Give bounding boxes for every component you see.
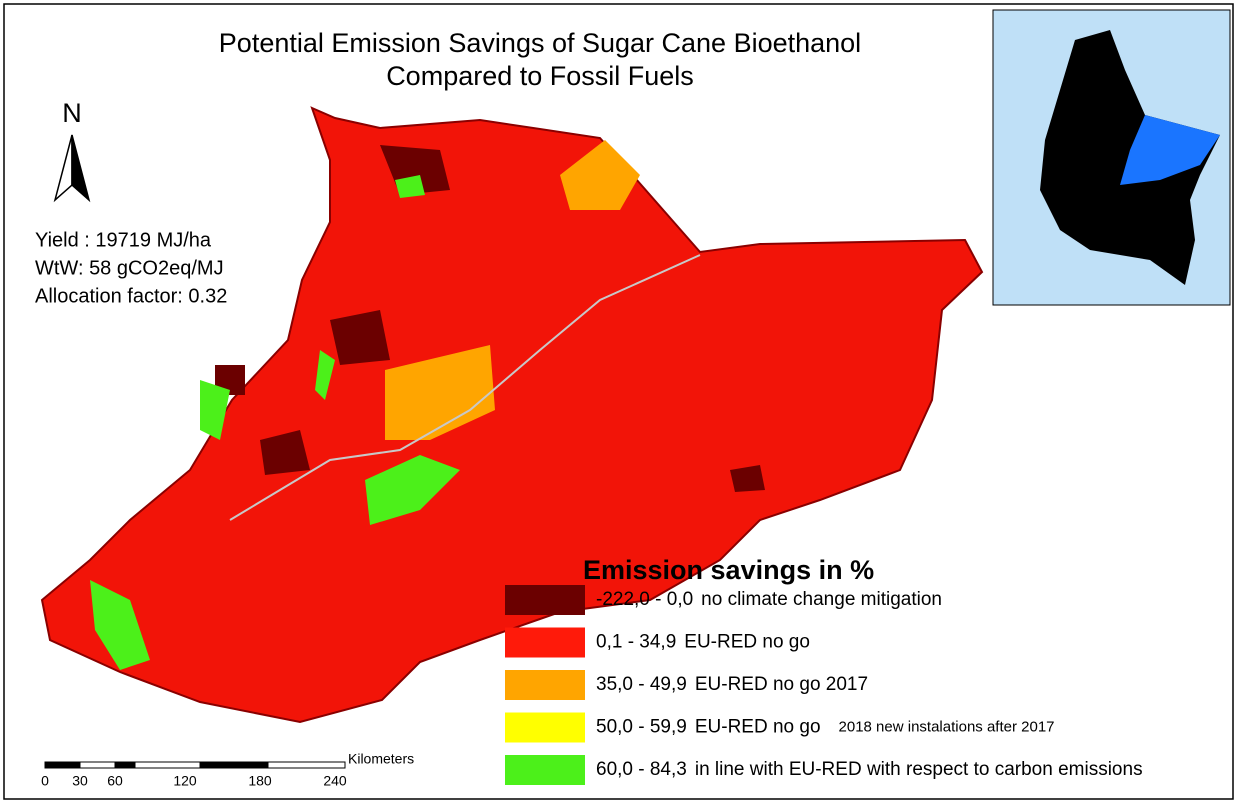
- legend-swatch: [505, 713, 585, 743]
- title-line: Potential Emission Savings of Sugar Cane…: [219, 28, 861, 58]
- legend-text: 60,0 - 84,3 in line with EU-RED with resp…: [596, 759, 1143, 780]
- scale-label: 120: [173, 773, 197, 789]
- legend-swatch: [505, 755, 585, 785]
- scale-segment: [115, 762, 135, 768]
- legend-text: 35,0 - 49,9 EU-RED no go 2017: [596, 674, 868, 695]
- legend-range: 0,1 - 34,9: [596, 632, 676, 653]
- legend-range: 50,0 - 59,9: [596, 717, 687, 738]
- legend-range: -222,0 - 0,0: [596, 589, 693, 610]
- scale-segment: [45, 762, 80, 768]
- legend-text: -222,0 - 0,0 no climate change mitigation: [596, 589, 942, 610]
- scale-segment: [135, 762, 200, 768]
- scale-segment: [200, 762, 268, 768]
- legend-swatch: [505, 585, 585, 615]
- scale-label: 180: [248, 773, 272, 789]
- legend-label: EU-RED no go: [695, 717, 821, 738]
- info-text: Allocation factor: 0.32: [35, 285, 227, 307]
- legend-label: EU-RED no go: [684, 632, 810, 653]
- legend-label: EU-RED no go 2017: [695, 674, 868, 695]
- scale-segment: [268, 762, 345, 768]
- legend-text: 0,1 - 34,9 EU-RED no go: [596, 632, 810, 653]
- scale-label: 240: [323, 773, 347, 789]
- scale-unit: Kilometers: [348, 751, 414, 767]
- north-label: N: [62, 98, 82, 128]
- legend-label: no climate change mitigation: [701, 589, 942, 610]
- legend-note: 2018 new instalations after 2017: [839, 718, 1055, 735]
- legend-range: 60,0 - 84,3: [596, 759, 687, 780]
- scale-segment: [80, 762, 115, 768]
- scale-label: 0: [41, 773, 49, 789]
- legend-range: 35,0 - 49,9: [596, 674, 687, 695]
- inset-map: [993, 10, 1230, 305]
- legend-swatch: [505, 670, 585, 700]
- info-text: Yield : 19719 MJ/ha: [35, 229, 212, 251]
- legend-swatch: [505, 628, 585, 658]
- legend-title: Emission savings in %: [583, 555, 874, 585]
- map-figure: N Potential Emission Savings of Sugar Ca…: [0, 0, 1237, 803]
- scale-label: 60: [107, 773, 123, 789]
- title-line: Compared to Fossil Fuels: [386, 61, 694, 91]
- legend-label: in line with EU-RED with respect to carb…: [695, 759, 1143, 780]
- info-text: WtW: 58 gCO2eq/MJ: [35, 257, 224, 279]
- scale-label: 30: [72, 773, 88, 789]
